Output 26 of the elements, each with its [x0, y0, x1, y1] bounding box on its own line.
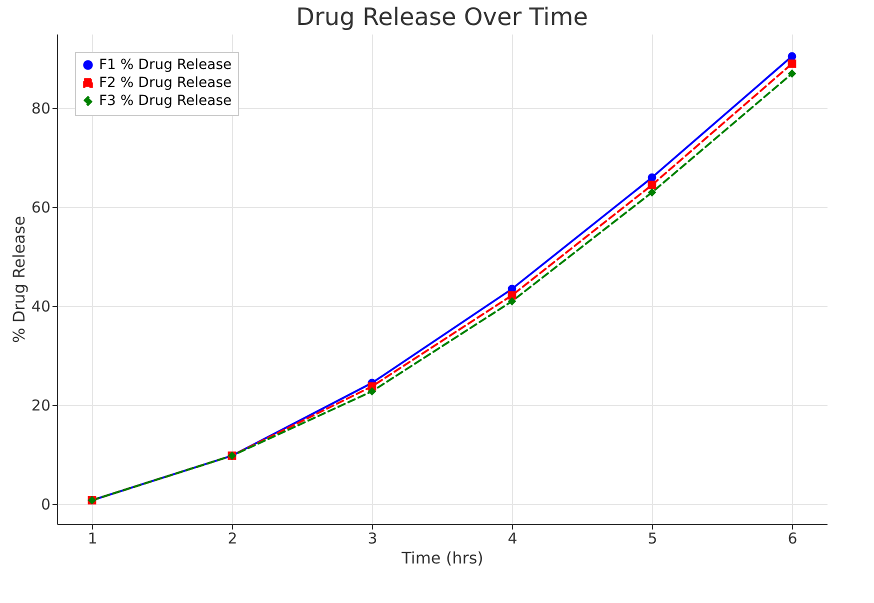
point	[508, 291, 516, 300]
x-tick-label: 5	[648, 530, 658, 548]
point	[788, 69, 796, 78]
y-tick-label: 20	[31, 396, 50, 415]
x-tick-label: 6	[788, 530, 798, 548]
point	[368, 387, 376, 396]
point	[788, 52, 796, 60]
x-tick-label: 3	[368, 530, 378, 548]
x-tick-label: 1	[88, 530, 98, 548]
y-tick-label: 40	[31, 298, 50, 316]
chart-title: Drug Release Over Time	[296, 3, 588, 31]
y-tick-label: 80	[31, 100, 50, 118]
y-tick-label: 60	[31, 198, 50, 217]
point	[648, 188, 656, 197]
legend-label: F3 % Drug Release	[99, 93, 232, 109]
point	[648, 180, 656, 190]
point	[788, 60, 796, 68]
x-tick-label: 4	[508, 530, 518, 548]
y-axis-title: % Drug Release	[9, 216, 28, 344]
x-axis-title: Time (hrs)	[400, 548, 484, 568]
point	[648, 173, 656, 182]
legend-label: F1 % Drug Release	[99, 57, 232, 73]
point	[508, 297, 516, 306]
legend-label: F2 % Drug Release	[99, 75, 232, 91]
x-tick-label: 2	[228, 530, 238, 548]
y-tick-label: 0	[40, 496, 50, 514]
